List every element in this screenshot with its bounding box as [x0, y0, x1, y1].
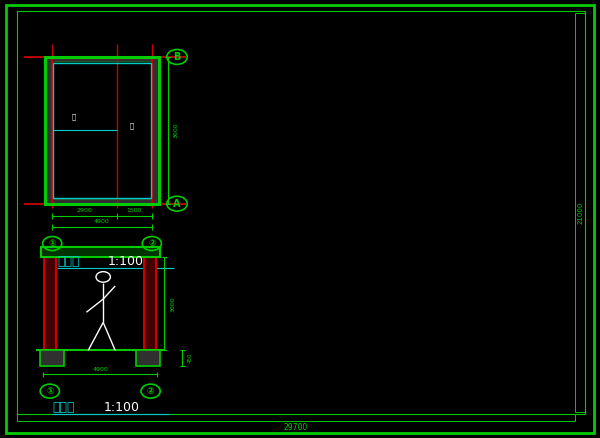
Text: B: B — [173, 52, 181, 62]
Text: A: A — [173, 199, 181, 208]
Text: 3600: 3600 — [174, 123, 179, 138]
Bar — [136, 350, 160, 366]
Bar — [53, 63, 151, 198]
Text: ②: ② — [148, 239, 155, 248]
Text: 1:100: 1:100 — [108, 254, 144, 268]
Text: 450: 450 — [187, 353, 192, 363]
Bar — [45, 57, 52, 204]
Bar — [40, 350, 64, 366]
Bar — [45, 57, 159, 204]
Text: 29700: 29700 — [284, 424, 308, 432]
Text: 21000: 21000 — [577, 201, 583, 224]
Bar — [41, 247, 160, 257]
Text: 4900: 4900 — [92, 367, 108, 372]
Text: ②: ② — [147, 387, 154, 396]
Text: 卧: 卧 — [130, 123, 134, 129]
Text: 2900: 2900 — [77, 208, 92, 213]
Text: ①: ① — [49, 239, 56, 248]
Text: 1:100: 1:100 — [103, 401, 139, 414]
Bar — [45, 198, 159, 204]
Text: 亡: 亡 — [71, 114, 76, 120]
Text: 剖面图: 剖面图 — [52, 401, 74, 414]
Text: 1500: 1500 — [127, 208, 142, 213]
Text: 3000: 3000 — [170, 296, 175, 311]
Bar — [44, 257, 56, 350]
Bar — [144, 257, 156, 350]
Bar — [152, 57, 159, 204]
Text: ①: ① — [46, 387, 53, 396]
Bar — [45, 57, 159, 62]
Text: 4900: 4900 — [94, 219, 110, 224]
Text: 平面图: 平面图 — [57, 254, 79, 268]
